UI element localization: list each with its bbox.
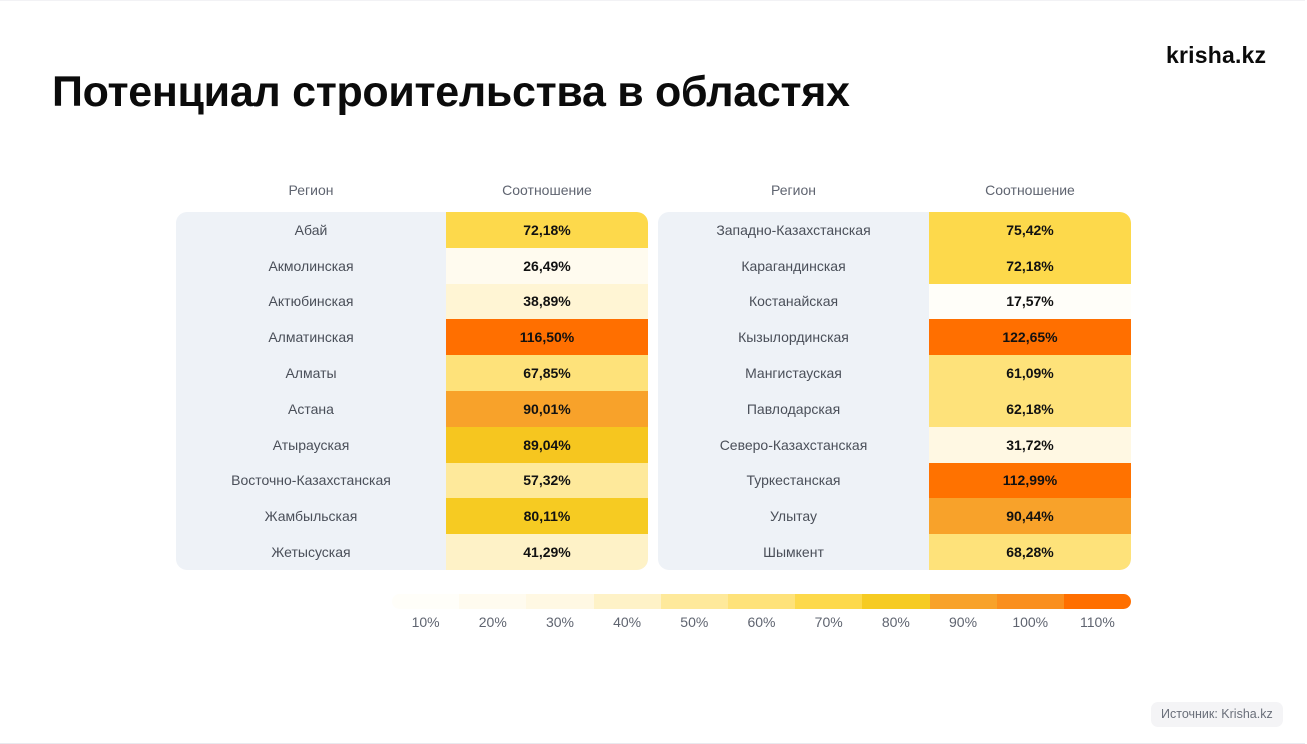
- legend-label: 30%: [545, 614, 574, 630]
- region-name: Алматы: [285, 365, 337, 382]
- ratio-value-cell: 26,49%: [446, 247, 648, 284]
- table-row: Северо-Казахстанская 31,72%: [658, 426, 1131, 463]
- ratio-value-cell: 68,28%: [929, 534, 1131, 570]
- ratio-value-cell: 61,09%: [929, 355, 1131, 391]
- ratio-value-cell: 90,01%: [446, 390, 648, 427]
- legend-label: 80%: [881, 614, 910, 630]
- column-header-ratio: Соотношение: [985, 182, 1075, 198]
- region-name: Костанайская: [748, 293, 839, 310]
- ratio-value-cell: 31,72%: [929, 426, 1131, 463]
- ratio-value-cell: 41,29%: [446, 534, 648, 570]
- table-row: Атырауская 89,04%: [176, 426, 648, 463]
- right-table-panel: Регион Соотношение Западно-Казахстанская…: [658, 178, 1131, 570]
- page-title: Потенциал строительства в областях: [52, 68, 850, 116]
- table-row: Туркестанская 112,99%: [658, 462, 1131, 499]
- right-table-header: Регион Соотношение: [658, 178, 1131, 212]
- region-name: Кызылординская: [738, 329, 849, 346]
- ratio-value-cell: 17,57%: [929, 283, 1131, 320]
- ratio-value-cell: 38,89%: [446, 283, 648, 320]
- table-row: Павлодарская 62,18%: [658, 390, 1131, 427]
- table-row: Алматинская 116,50%: [176, 319, 648, 356]
- table-row: Западно-Казахстанская 75,42%: [658, 212, 1131, 248]
- table-row: Жамбыльская 80,11%: [176, 498, 648, 535]
- table-row: Акмолинская 26,49%: [176, 247, 648, 284]
- legend-swatch: [593, 594, 661, 609]
- region-name: Атырауская: [272, 436, 350, 453]
- region-name: Туркестанская: [746, 472, 841, 489]
- legend-label: 70%: [814, 614, 843, 630]
- legend-label: 40%: [613, 614, 642, 630]
- table-row: Шымкент 68,28%: [658, 534, 1131, 570]
- left-table-header: Регион Соотношение: [176, 178, 648, 212]
- legend-label: 20%: [478, 614, 507, 630]
- legend-label: 60%: [747, 614, 776, 630]
- region-name: Актюбинская: [268, 293, 354, 310]
- ratio-value-cell: 62,18%: [929, 390, 1131, 427]
- table-row: Костанайская 17,57%: [658, 283, 1131, 320]
- table-row: Карагандинская 72,18%: [658, 247, 1131, 284]
- table-row: Жетысуская 41,29%: [176, 534, 648, 570]
- ratio-value-cell: 67,85%: [446, 355, 648, 391]
- legend-color-bar: [392, 594, 1131, 609]
- column-header-ratio: Соотношение: [502, 182, 592, 198]
- legend-swatch: [1063, 594, 1131, 609]
- region-name: Карагандинская: [741, 257, 846, 274]
- legend-swatch: [459, 594, 527, 609]
- legend-swatch: [862, 594, 930, 609]
- ratio-value-cell: 116,50%: [446, 319, 648, 356]
- table-row: Кызылординская 122,65%: [658, 319, 1131, 356]
- brand-logo: krisha.kz: [1166, 42, 1267, 68]
- region-name: Шымкент: [763, 544, 824, 561]
- legend-label: 110%: [1080, 614, 1115, 630]
- region-name: Алматинская: [268, 329, 354, 346]
- legend-label: 50%: [680, 614, 709, 630]
- ratio-value-cell: 112,99%: [929, 462, 1131, 499]
- region-name: Восточно-Казахстанская: [231, 472, 391, 489]
- legend-label: 100%: [1012, 614, 1049, 630]
- table-row: Алматы 67,85%: [176, 355, 648, 391]
- table-row: Восточно-Казахстанская 57,32%: [176, 462, 648, 499]
- region-name: Акмолинская: [268, 257, 354, 274]
- region-name: Улытау: [769, 508, 818, 525]
- legend-swatch: [660, 594, 728, 609]
- column-header-region: Регион: [771, 182, 816, 198]
- right-table: Западно-Казахстанская 75,42% Карагандинска…: [658, 212, 1131, 570]
- table-row: Улытау 90,44%: [658, 498, 1131, 535]
- column-header-region: Регион: [288, 182, 334, 198]
- region-name: Павлодарская: [746, 400, 841, 417]
- region-name: Абай: [294, 221, 328, 238]
- color-scale-legend: 10% 20% 30% 40% 50% 60% 70% 80% 90% 100% 110%: [392, 594, 1131, 634]
- ratio-value-cell: 72,18%: [929, 247, 1131, 284]
- table-row: Актюбинская 38,89%: [176, 283, 648, 320]
- region-name: Жамбыльская: [264, 508, 358, 525]
- region-name: Жетысуская: [271, 544, 351, 561]
- legend-swatch: [526, 594, 594, 609]
- region-name: Мангистауская: [745, 365, 842, 382]
- ratio-value-cell: 80,11%: [446, 498, 648, 535]
- ratio-value-cell: 122,65%: [929, 319, 1131, 356]
- left-table: Абай 72,18% Акмолинская 26,49% Актюбинская 38…: [176, 212, 648, 570]
- legend-labels: 10% 20% 30% 40% 50% 60% 70% 80% 90% 100% 110%: [392, 614, 1131, 634]
- ratio-value-cell: 72,18%: [446, 212, 648, 248]
- table-row: Абай 72,18%: [176, 212, 648, 248]
- legend-swatch: [795, 594, 863, 609]
- legend-swatch: [929, 594, 997, 609]
- region-name: Западно-Казахстанская: [716, 221, 871, 238]
- legend-swatch: [727, 594, 796, 609]
- region-name: Северо-Казахстанская: [719, 436, 868, 453]
- table-row: Мангистауская 61,09%: [658, 355, 1131, 391]
- legend-swatch: [996, 594, 1064, 609]
- legend-swatch: [392, 594, 460, 609]
- legend-label: 10%: [411, 614, 440, 630]
- ratio-value-cell: 75,42%: [929, 212, 1131, 248]
- source-badge: Источник: Krisha.kz: [1151, 702, 1283, 727]
- left-table-panel: Регион Соотношение Абай 72,18% Акмолинская…: [176, 178, 648, 570]
- table-row: Астана 90,01%: [176, 390, 648, 427]
- ratio-value-cell: 89,04%: [446, 426, 648, 463]
- legend-label: 90%: [949, 614, 978, 630]
- ratio-value-cell: 57,32%: [446, 462, 648, 499]
- ratio-value-cell: 90,44%: [929, 498, 1131, 535]
- region-name: Астана: [288, 400, 334, 417]
